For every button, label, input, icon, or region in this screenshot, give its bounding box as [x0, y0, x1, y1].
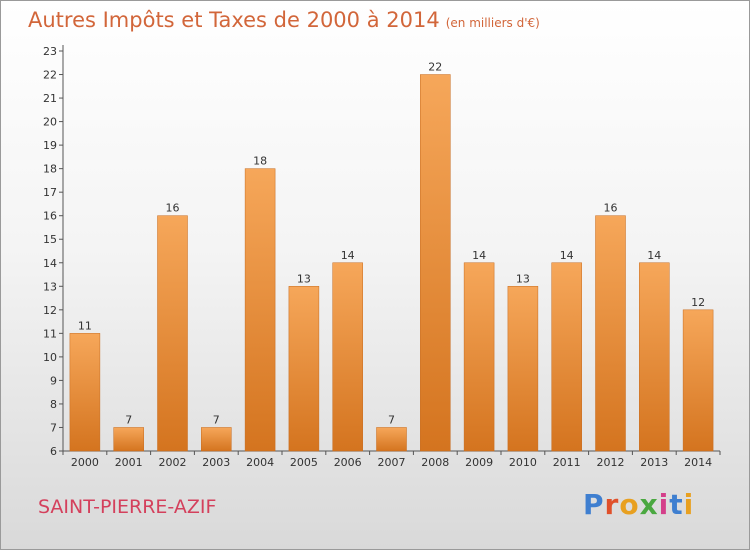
bar	[157, 215, 188, 452]
bar	[201, 427, 232, 452]
bar-value-label: 11	[78, 319, 92, 332]
logo-letter: P	[583, 488, 605, 521]
bar	[551, 262, 582, 452]
bar	[420, 74, 451, 452]
y-tick-label: 20	[43, 116, 57, 129]
y-tick-label: 9	[50, 374, 57, 387]
logo-letter: r	[604, 488, 620, 521]
bar	[639, 262, 670, 452]
y-tick-label: 23	[43, 45, 57, 58]
bar-value-label: 13	[297, 272, 311, 285]
x-tick-label: 2002	[159, 456, 187, 469]
bar-value-label: 16	[166, 202, 180, 215]
chart-title: Autres Impôts et Taxes de 2000 à 2014 (en…	[28, 8, 540, 32]
bar-value-label: 13	[516, 272, 530, 285]
x-tick-label: 2014	[684, 456, 712, 469]
x-tick-label: 2007	[378, 456, 406, 469]
x-tick-label: 2004	[246, 456, 274, 469]
x-tick-label: 2010	[509, 456, 537, 469]
bar-value-label: 12	[691, 296, 705, 309]
bar-value-label: 14	[647, 249, 661, 262]
x-tick-label: 2008	[421, 456, 449, 469]
x-tick-label: 2005	[290, 456, 318, 469]
bar	[113, 427, 144, 452]
y-tick-label: 11	[43, 327, 57, 340]
bar-value-label: 7	[388, 413, 395, 426]
y-tick-label: 16	[43, 210, 57, 223]
x-tick-label: 2000	[71, 456, 99, 469]
proxiti-logo: Proxiti	[583, 488, 694, 521]
bar-value-label: 7	[125, 413, 132, 426]
y-tick-label: 13	[43, 280, 57, 293]
title-text: Autres Impôts et Taxes de 2000 à 2014	[28, 8, 440, 32]
unit-subtitle: (en milliers d'€)	[445, 16, 540, 30]
y-tick-label: 6	[50, 445, 57, 458]
y-tick-label: 7	[50, 421, 57, 434]
x-tick-label: 2001	[115, 456, 143, 469]
x-tick-label: 2003	[202, 456, 230, 469]
bar-value-label: 7	[213, 413, 220, 426]
logo-letter: i	[683, 488, 695, 521]
x-tick-label: 2013	[640, 456, 668, 469]
bar-value-label: 18	[253, 155, 267, 168]
bar	[244, 168, 276, 452]
y-tick-label: 8	[50, 398, 57, 411]
x-tick-label: 2011	[553, 456, 581, 469]
bar	[507, 286, 539, 452]
y-tick-label: 14	[43, 257, 57, 270]
bar-value-label: 14	[560, 249, 574, 262]
bar	[595, 215, 626, 452]
bar-value-label: 16	[604, 202, 618, 215]
y-tick-label: 21	[43, 92, 57, 105]
y-tick-label: 12	[43, 304, 57, 317]
bar	[376, 427, 407, 452]
bar	[682, 309, 714, 452]
y-tick-label: 18	[43, 163, 57, 176]
x-tick-label: 2009	[465, 456, 493, 469]
y-tick-label: 15	[43, 233, 57, 246]
logo-letter: o	[619, 488, 640, 521]
bar	[288, 286, 320, 452]
y-tick-label: 19	[43, 139, 57, 152]
y-tick-label: 17	[43, 186, 57, 199]
logo-letter: i	[658, 488, 670, 521]
y-tick-label: 10	[43, 351, 57, 364]
bar-value-label: 22	[428, 61, 442, 74]
bar	[463, 262, 495, 452]
bar	[332, 262, 363, 452]
bar-value-label: 14	[472, 249, 486, 262]
bar	[69, 333, 101, 452]
logo-letter: x	[639, 488, 659, 521]
x-tick-label: 2006	[334, 456, 362, 469]
commune-name: SAINT-PIERRE-AZIF	[38, 496, 217, 518]
bar-value-label: 14	[341, 249, 355, 262]
logo-letter: t	[669, 488, 684, 521]
x-tick-label: 2012	[597, 456, 625, 469]
y-tick-label: 22	[43, 69, 57, 82]
